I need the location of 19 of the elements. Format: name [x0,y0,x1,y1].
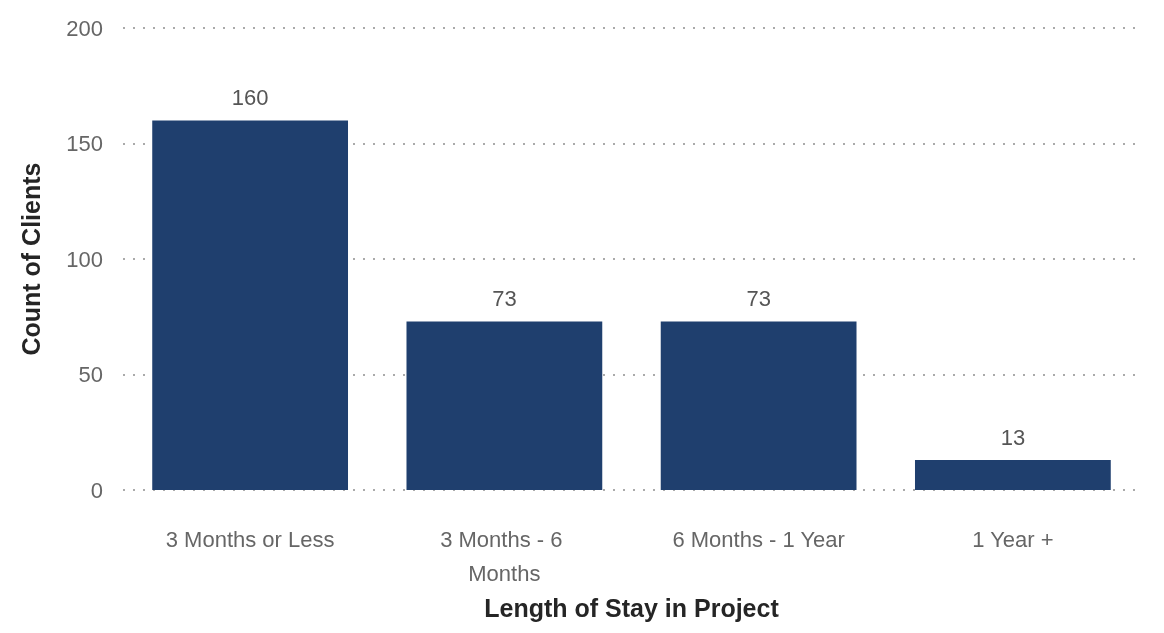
data-label: 13 [1000,424,1026,450]
x-tick-label: 1 Year + [972,526,1054,552]
bar [914,460,1111,491]
x-tick-label: 3 Months - 6 Months [440,526,569,586]
y-axis-title: Count of Clients [16,162,45,356]
bar [660,321,857,491]
bar [152,120,349,491]
y-tick-label: 0 [90,477,103,503]
y-tick-label: 50 [78,362,103,388]
y-tick-label: 150 [66,131,103,157]
x-axis-title: Length of Stay in Project [484,593,780,622]
x-tick-label: 6 Months - 1 Year [672,526,845,552]
data-label: 73 [492,285,517,311]
y-tick-label: 200 [66,15,103,41]
data-label: 160 [231,84,269,110]
x-tick-label: 3 Months or Less [165,526,335,552]
y-tick-label: 100 [66,246,103,272]
bar [406,321,603,491]
data-label: 73 [746,285,771,311]
